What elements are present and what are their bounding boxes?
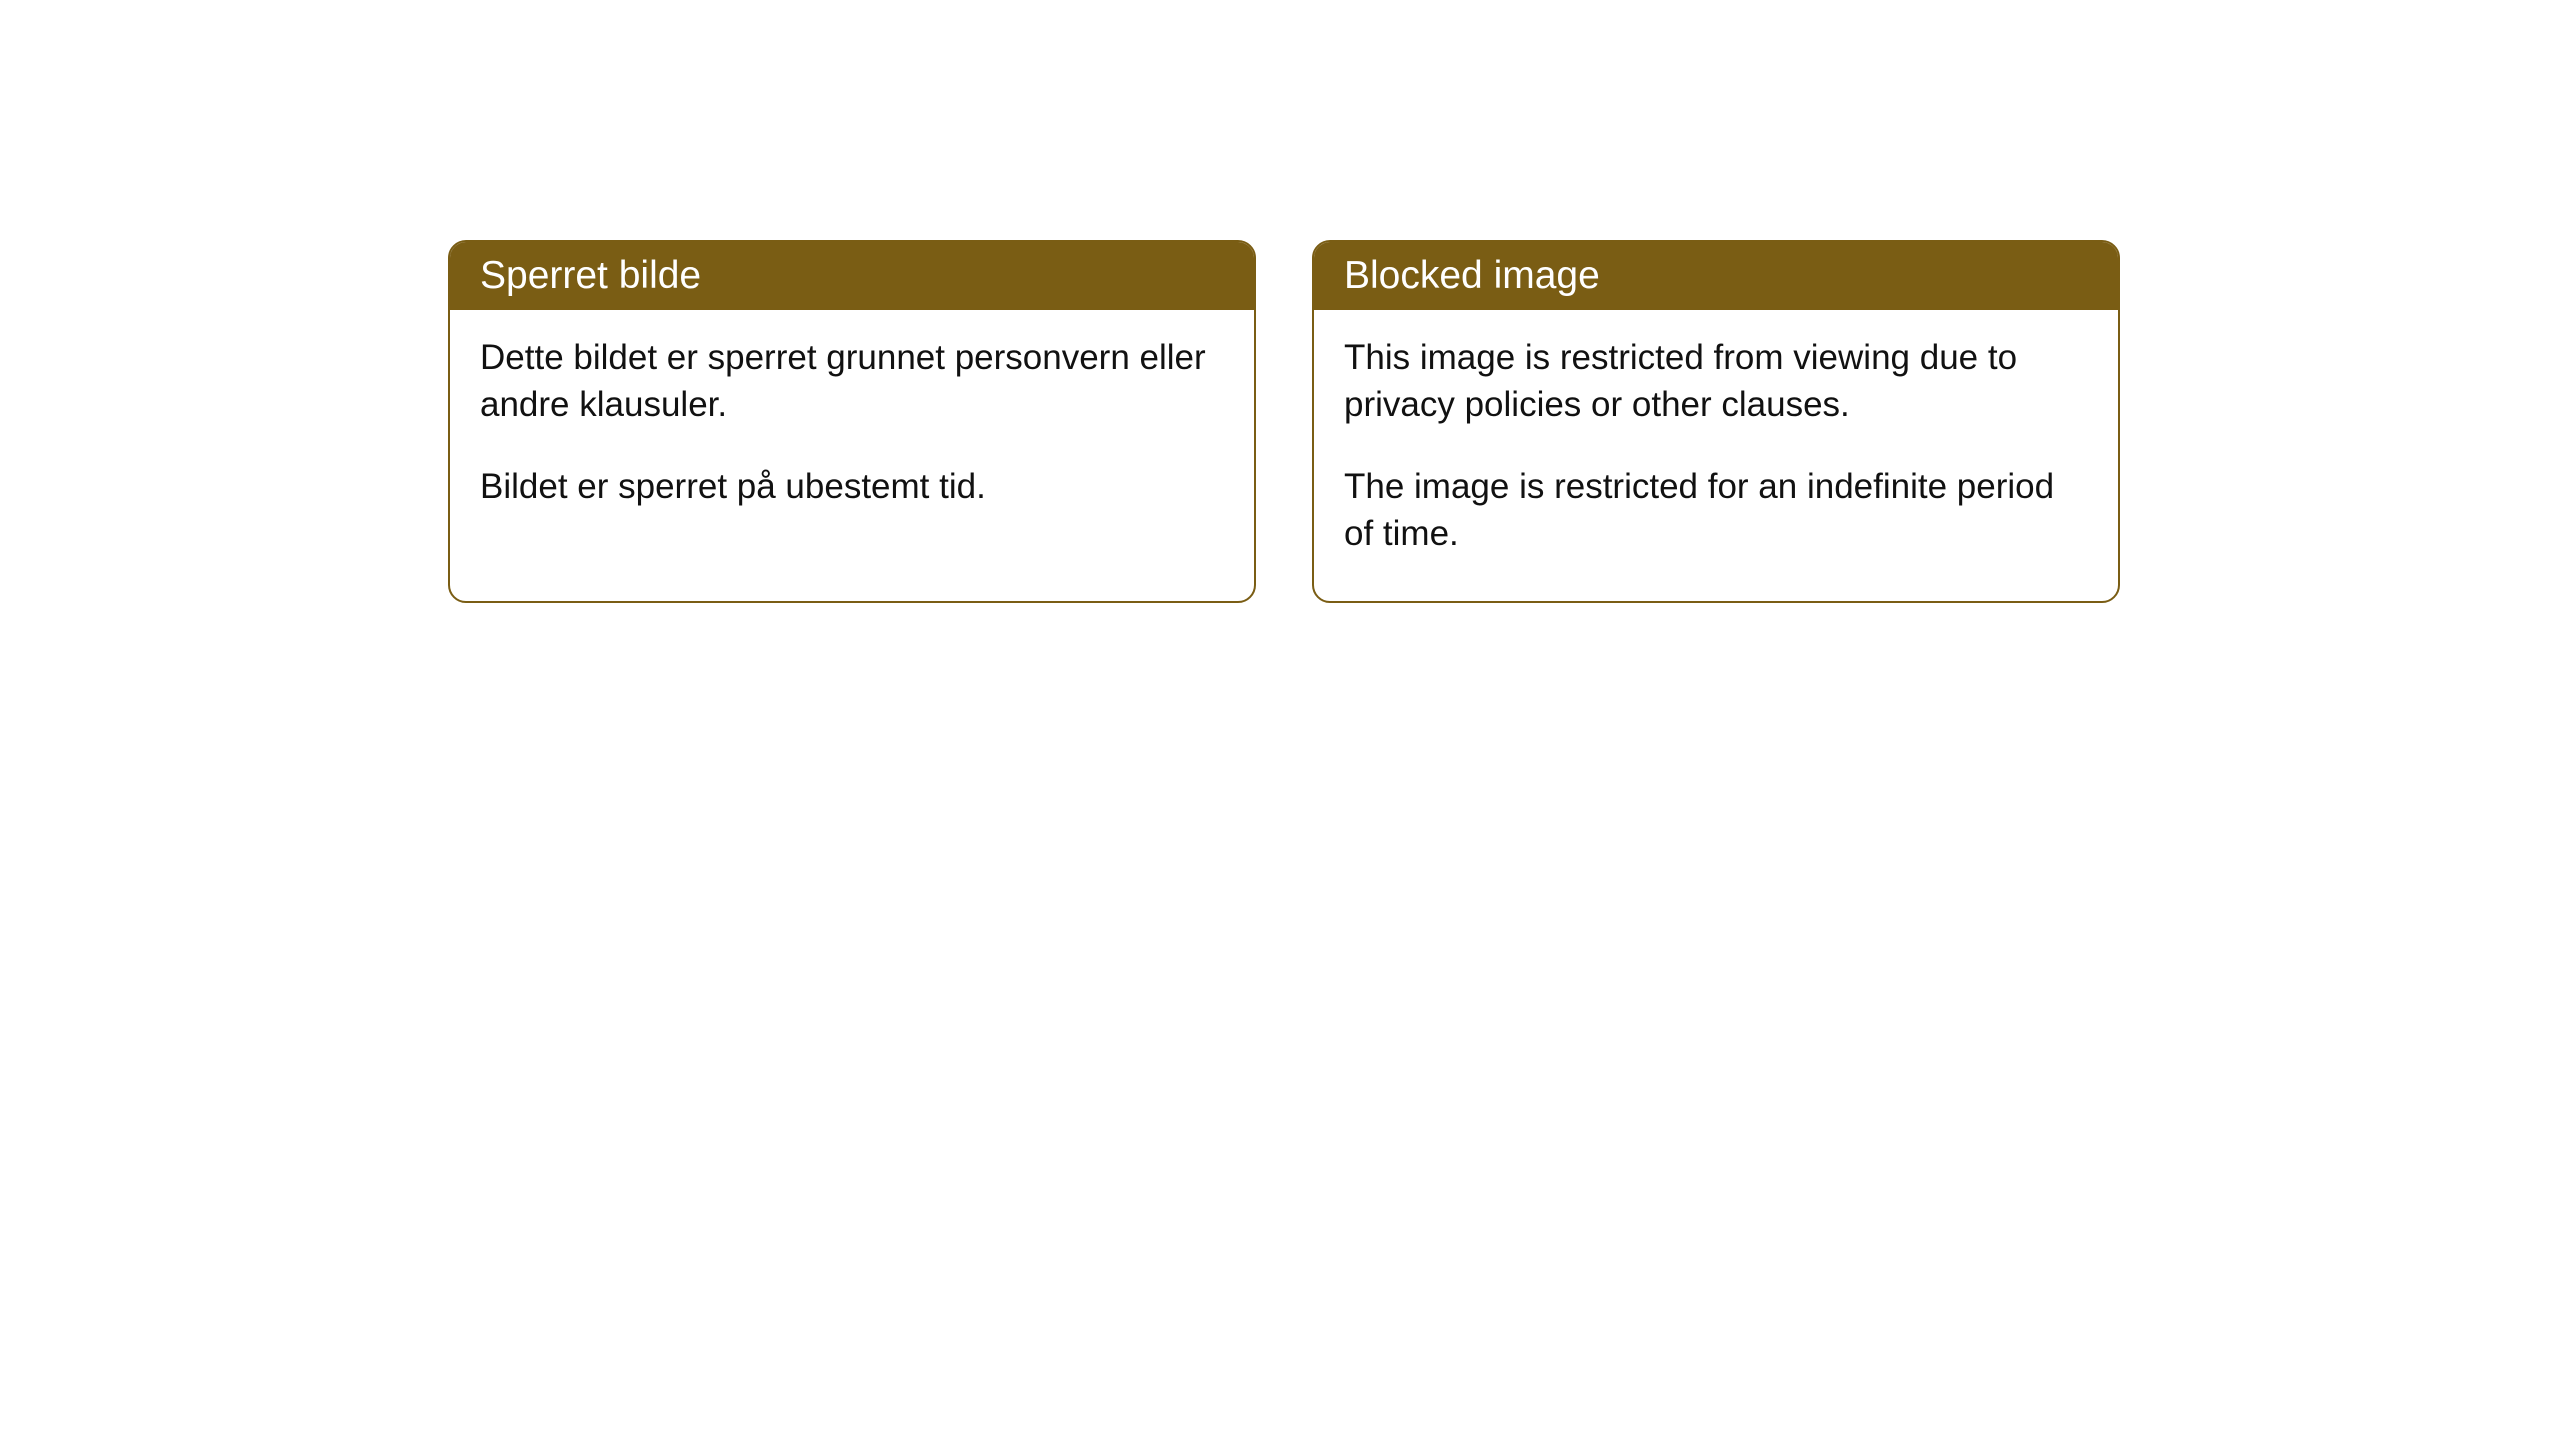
blocked-image-card-no: Sperret bilde Dette bildet er sperret gr… xyxy=(448,240,1256,603)
card-paragraph-1-en: This image is restricted from viewing du… xyxy=(1344,334,2088,429)
cards-container: Sperret bilde Dette bildet er sperret gr… xyxy=(448,240,2120,603)
blocked-image-card-en: Blocked image This image is restricted f… xyxy=(1312,240,2120,603)
card-title-no: Sperret bilde xyxy=(450,242,1254,310)
card-body-no: Dette bildet er sperret grunnet personve… xyxy=(450,310,1254,554)
card-paragraph-2-no: Bildet er sperret på ubestemt tid. xyxy=(480,463,1224,510)
card-body-en: This image is restricted from viewing du… xyxy=(1314,310,2118,601)
card-paragraph-1-no: Dette bildet er sperret grunnet personve… xyxy=(480,334,1224,429)
card-paragraph-2-en: The image is restricted for an indefinit… xyxy=(1344,463,2088,558)
card-title-en: Blocked image xyxy=(1314,242,2118,310)
